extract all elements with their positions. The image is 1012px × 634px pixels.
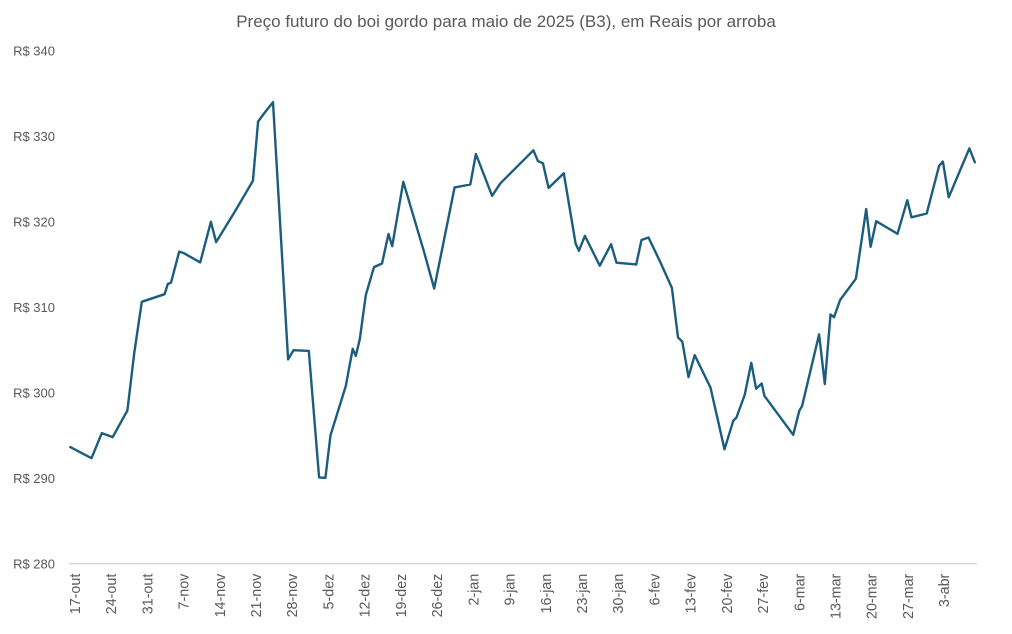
svg-text:17-out: 17-out bbox=[68, 574, 84, 615]
svg-text:12-dez: 12-dez bbox=[358, 574, 374, 618]
svg-text:27-fev: 27-fev bbox=[756, 573, 772, 614]
svg-text:R$ 310: R$ 310 bbox=[13, 300, 55, 315]
svg-text:27-mar: 27-mar bbox=[901, 573, 917, 619]
svg-text:9-jan: 9-jan bbox=[503, 574, 519, 606]
svg-text:R$ 300: R$ 300 bbox=[13, 386, 55, 401]
svg-text:13-mar: 13-mar bbox=[829, 573, 845, 619]
svg-text:16-jan: 16-jan bbox=[539, 574, 555, 614]
svg-text:20-fev: 20-fev bbox=[720, 573, 736, 614]
svg-text:28-nov: 28-nov bbox=[285, 573, 301, 618]
svg-text:24-out: 24-out bbox=[104, 574, 120, 615]
svg-text:R$ 320: R$ 320 bbox=[13, 215, 55, 230]
svg-text:30-jan: 30-jan bbox=[611, 574, 627, 614]
svg-text:21-nov: 21-nov bbox=[249, 573, 265, 618]
svg-text:R$ 340: R$ 340 bbox=[13, 44, 55, 59]
svg-text:R$ 330: R$ 330 bbox=[13, 129, 55, 144]
svg-text:13-fev: 13-fev bbox=[684, 573, 700, 614]
svg-text:6-mar: 6-mar bbox=[792, 573, 808, 611]
svg-text:3-abr: 3-abr bbox=[937, 573, 953, 607]
svg-text:20-mar: 20-mar bbox=[865, 573, 881, 619]
svg-text:R$ 290: R$ 290 bbox=[13, 471, 55, 486]
svg-text:5-dez: 5-dez bbox=[321, 574, 337, 610]
svg-text:31-out: 31-out bbox=[140, 574, 156, 615]
svg-text:14-nov: 14-nov bbox=[213, 573, 229, 618]
svg-text:26-dez: 26-dez bbox=[430, 574, 446, 618]
svg-text:R$ 280: R$ 280 bbox=[13, 557, 55, 572]
svg-text:23-jan: 23-jan bbox=[575, 574, 591, 614]
svg-text:7-nov: 7-nov bbox=[177, 573, 193, 610]
svg-text:2-jan: 2-jan bbox=[466, 574, 482, 606]
svg-text:6-fev: 6-fev bbox=[647, 573, 663, 606]
svg-text:Preço futuro do boi gordo para: Preço futuro do boi gordo para maio de 2… bbox=[236, 12, 776, 31]
svg-text:19-dez: 19-dez bbox=[394, 574, 410, 618]
